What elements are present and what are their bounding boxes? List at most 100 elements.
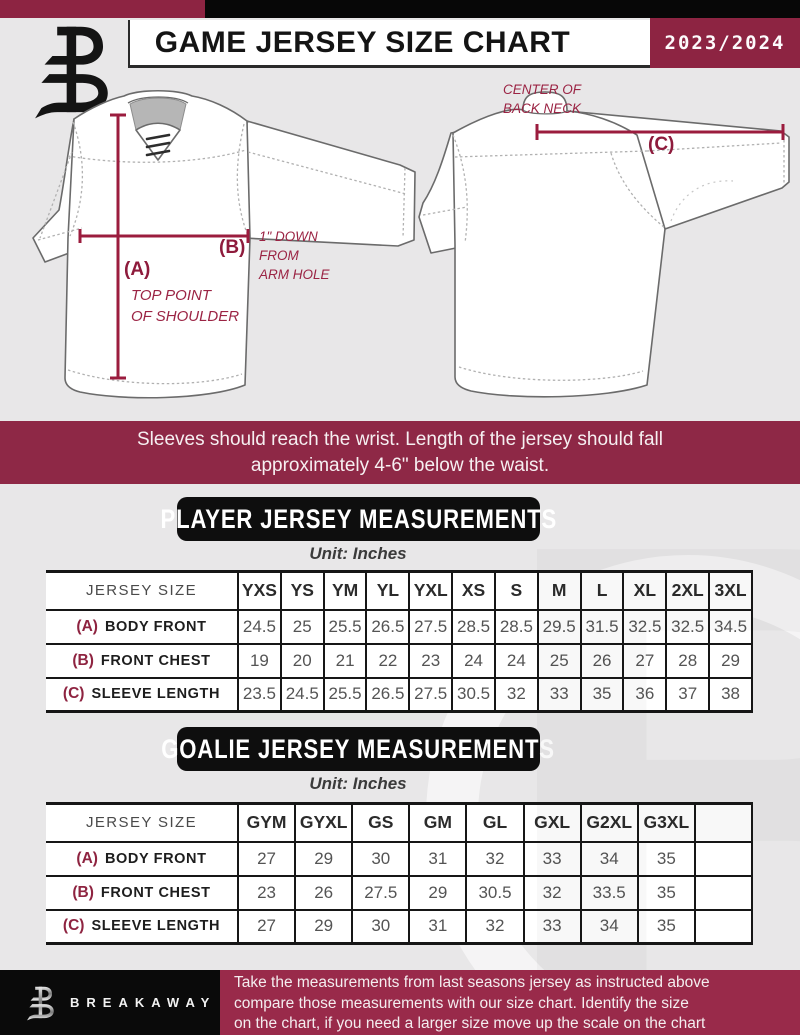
- row-label-cell: (A) BODY FRONT: [46, 609, 238, 644]
- banner-line-2: approximately 4-6" below the waist.: [250, 454, 550, 476]
- season-badge: 2023/2024: [650, 18, 800, 68]
- value-cell: 27: [622, 643, 667, 678]
- value-cell: 33: [536, 677, 581, 712]
- top-accent-bar-maroon: [0, 0, 205, 18]
- size-cell: S: [493, 571, 538, 610]
- value-cell: 31: [408, 909, 467, 944]
- title-box: GAME JERSEY SIZE CHART: [128, 20, 650, 68]
- row-label-cell: (C) SLEEVE LENGTH: [46, 677, 238, 712]
- value-cell: 30.5: [465, 875, 524, 910]
- jersey-front-diagram: [32, 90, 416, 399]
- size-header-cell: JERSEY SIZE: [46, 803, 238, 842]
- note-center-back-neck: CENTER OF BACK NECK: [503, 82, 582, 116]
- value-cell: 33: [522, 909, 581, 944]
- value-cell: 25.5: [322, 677, 367, 712]
- fit-instruction-banner: Sleeves should reach the wrist. Length o…: [0, 421, 800, 484]
- value-cell: 27: [236, 841, 296, 876]
- value-cell: 34: [579, 841, 638, 876]
- value-cell: 24: [451, 643, 495, 678]
- row-label-cell: (C) SLEEVE LENGTH: [46, 909, 238, 944]
- value-cell: [693, 909, 754, 944]
- player-measurements-heading: PLAYER JERSEY MEASUREMENTS: [160, 497, 556, 541]
- value-cell: 29: [294, 909, 353, 944]
- value-cell: 35: [579, 677, 624, 712]
- value-cell: 26: [579, 643, 624, 678]
- value-cell: 33: [522, 841, 581, 876]
- size-cell: GYXL: [294, 803, 353, 842]
- goalie-table-header-row: JERSEY SIZE GYM GYXL GS GM GL GXL G2XL G…: [46, 803, 754, 842]
- value-cell: 24.5: [279, 677, 324, 712]
- value-cell: 36: [622, 677, 667, 712]
- value-cell: 28.5: [493, 609, 538, 644]
- size-cell: XS: [451, 571, 495, 610]
- value-cell: 29: [294, 841, 353, 876]
- value-cell: 30: [351, 909, 410, 944]
- size-cell: GXL: [522, 803, 581, 842]
- size-cell: G3XL: [636, 803, 695, 842]
- size-cell: XL: [622, 571, 667, 610]
- value-cell: 23.5: [237, 677, 281, 712]
- value-cell: 22: [365, 643, 410, 678]
- value-cell: 25: [279, 609, 324, 644]
- size-cell: G2XL: [579, 803, 638, 842]
- value-cell: 30.5: [451, 677, 495, 712]
- value-cell: 27.5: [408, 677, 453, 712]
- value-cell: 29: [408, 875, 467, 910]
- value-cell: 35: [636, 909, 695, 944]
- player-body-front-row: (A) BODY FRONT 24.5 25 25.5 26.5 27.5 28.…: [46, 609, 753, 644]
- value-cell: 34: [579, 909, 638, 944]
- player-front-chest-row: (B) FRONT CHEST 19 20 21 22 23 24 24 25 2…: [46, 643, 753, 678]
- size-header-cell: JERSEY SIZE: [46, 571, 238, 610]
- footer-instructions: Take the measurements from last seasons …: [220, 970, 800, 1035]
- goalie-measurements-heading: GOALIE JERSEY MEASUREMENTS: [162, 727, 555, 771]
- value-cell: 26.5: [365, 609, 410, 644]
- value-cell: 26: [294, 875, 353, 910]
- player-sleeve-length-row: (C) SLEEVE LENGTH 23.5 24.5 25.5 26.5 27.…: [46, 677, 753, 712]
- value-cell: 24.5: [237, 609, 281, 644]
- value-cell: 24: [493, 643, 538, 678]
- value-cell: 31: [408, 841, 467, 876]
- goalie-size-table: JERSEY SIZE GYM GYXL GS GM GL GXL G2XL G…: [46, 802, 754, 945]
- size-cell: YXL: [408, 571, 453, 610]
- row-label-cell: (A) BODY FRONT: [46, 841, 238, 876]
- banner-line-1: Sleeves should reach the wrist. Length o…: [137, 428, 663, 450]
- value-cell: 26.5: [365, 677, 410, 712]
- value-cell: 29.5: [536, 609, 581, 644]
- value-cell: 27.5: [408, 609, 453, 644]
- label-a: (A): [124, 259, 151, 280]
- player-unit-label: Unit: Inches: [309, 544, 407, 563]
- size-cell: GYM: [236, 803, 296, 842]
- value-cell: 27.5: [351, 875, 410, 910]
- row-label-cell: (B) FRONT CHEST: [46, 643, 238, 678]
- footer-line-2: compare those measurements with our size…: [234, 994, 689, 1012]
- value-cell: [693, 841, 754, 876]
- size-cell: M: [536, 571, 581, 610]
- value-cell: 27: [236, 909, 296, 944]
- value-cell: 28.5: [451, 609, 495, 644]
- value-cell: 35: [636, 841, 695, 876]
- value-cell: 31.5: [579, 609, 624, 644]
- size-cell: YM: [322, 571, 367, 610]
- row-label-cell: (B) FRONT CHEST: [46, 875, 238, 910]
- player-size-table: JERSEY SIZE YXS YS YM YL YXL XS S M L XL…: [46, 570, 753, 713]
- goalie-body-front-row: (A) BODY FRONT 27 29 30 31 32 33 34 35: [46, 841, 754, 876]
- label-c: (C): [648, 134, 675, 155]
- size-cell: GL: [465, 803, 524, 842]
- footer-line-1: Take the measurements from last seasons …: [234, 974, 710, 991]
- goalie-unit-label: Unit: Inches: [309, 774, 407, 793]
- value-cell: 37: [665, 677, 710, 712]
- value-cell: 35: [636, 875, 695, 910]
- size-cell: YXS: [237, 571, 281, 610]
- note-arm-hole: 1" DOWN FROM ARM HOLE: [259, 229, 330, 282]
- goalie-front-chest-row: (B) FRONT CHEST 23 26 27.5 29 30.5 32 33.…: [46, 875, 754, 910]
- value-cell: 32: [493, 677, 538, 712]
- size-cell: 3XL: [708, 571, 753, 610]
- footer-brand-block: BREAKAWAY: [0, 970, 220, 1035]
- size-cell: [693, 803, 754, 842]
- value-cell: 19: [237, 643, 281, 678]
- size-cell: 2XL: [665, 571, 710, 610]
- value-cell: 23: [236, 875, 296, 910]
- size-cell: YS: [279, 571, 324, 610]
- top-accent-bar-black: [205, 0, 800, 18]
